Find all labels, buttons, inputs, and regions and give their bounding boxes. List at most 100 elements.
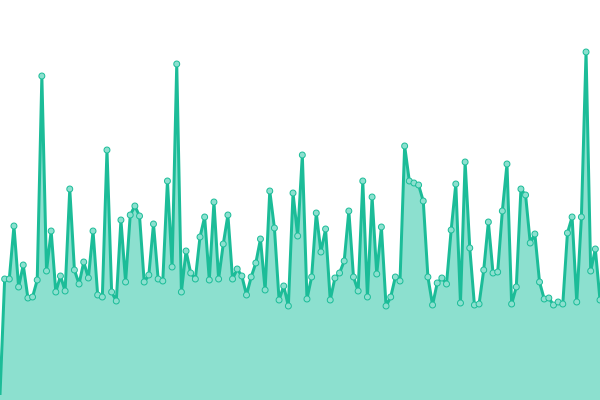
data-point — [591, 245, 599, 253]
series-area-fill — [0, 52, 600, 400]
data-point — [98, 293, 106, 301]
data-point — [322, 225, 330, 233]
data-point — [122, 278, 130, 286]
data-point — [80, 258, 88, 266]
data-point — [33, 276, 41, 284]
data-point — [19, 261, 27, 269]
data-point — [308, 273, 316, 281]
data-point — [191, 275, 199, 283]
data-point — [419, 197, 427, 205]
data-point — [298, 151, 306, 159]
data-point — [270, 224, 278, 232]
data-point — [508, 300, 516, 308]
data-point — [210, 198, 218, 206]
data-point — [424, 273, 432, 281]
data-point — [256, 235, 264, 243]
data-point — [84, 274, 92, 282]
data-point — [461, 158, 469, 166]
data-point — [201, 213, 209, 221]
data-point — [140, 278, 148, 286]
data-point — [536, 278, 544, 286]
data-point-markers — [1, 48, 600, 310]
data-point — [131, 202, 139, 210]
data-point — [526, 239, 534, 247]
data-point — [38, 72, 46, 80]
data-point — [596, 296, 600, 304]
data-point — [47, 227, 55, 235]
data-point — [224, 211, 232, 219]
data-point — [512, 283, 520, 291]
data-point — [326, 296, 334, 304]
data-point — [429, 301, 437, 309]
data-point — [52, 288, 60, 296]
data-point — [336, 269, 344, 277]
data-point — [289, 189, 297, 197]
data-point — [563, 229, 571, 237]
data-point — [117, 216, 125, 224]
data-point — [303, 295, 311, 303]
data-point — [66, 185, 74, 193]
data-point — [568, 213, 576, 221]
data-point — [373, 270, 381, 278]
data-point — [136, 212, 144, 220]
data-point — [340, 257, 348, 265]
data-point — [456, 299, 464, 307]
data-point — [391, 273, 399, 281]
data-point — [331, 274, 339, 282]
data-point — [396, 277, 404, 285]
data-point — [219, 240, 227, 248]
data-point — [10, 222, 18, 230]
data-point — [517, 185, 525, 193]
data-point — [229, 275, 237, 283]
data-point — [363, 293, 371, 301]
data-point — [452, 180, 460, 188]
data-point — [345, 207, 353, 215]
data-point — [443, 280, 451, 288]
data-point — [145, 271, 153, 279]
data-point — [531, 230, 539, 238]
data-point — [205, 276, 213, 284]
data-point — [243, 291, 251, 299]
data-point — [187, 269, 195, 277]
data-point — [415, 181, 423, 189]
data-point — [582, 48, 590, 56]
data-point — [103, 146, 111, 154]
data-point — [498, 207, 506, 215]
data-point — [70, 266, 78, 274]
data-point — [275, 296, 283, 304]
data-point — [377, 223, 385, 231]
data-point — [466, 244, 474, 252]
data-point — [266, 187, 274, 195]
data-point — [233, 265, 241, 273]
data-point — [126, 211, 134, 219]
data-point — [56, 272, 64, 280]
data-point — [438, 274, 446, 282]
data-point — [163, 177, 171, 185]
data-point — [284, 302, 292, 310]
data-point — [247, 273, 255, 281]
data-point — [354, 287, 362, 295]
data-point — [368, 193, 376, 201]
data-point — [159, 277, 167, 285]
data-point — [387, 293, 395, 301]
data-point — [480, 266, 488, 274]
data-point — [349, 273, 357, 281]
data-point — [545, 294, 553, 302]
data-point — [573, 298, 581, 306]
data-point — [503, 160, 511, 168]
data-point — [577, 213, 585, 221]
data-point — [5, 275, 13, 283]
data-point — [43, 267, 51, 275]
data-point — [112, 297, 120, 305]
data-point — [317, 248, 325, 256]
data-point — [149, 220, 157, 228]
data-point — [433, 279, 441, 287]
data-point — [196, 233, 204, 241]
data-point — [182, 247, 190, 255]
data-point — [108, 288, 116, 296]
data-point — [89, 227, 97, 235]
data-point — [15, 283, 23, 291]
data-point — [559, 300, 567, 308]
data-point — [447, 226, 455, 234]
